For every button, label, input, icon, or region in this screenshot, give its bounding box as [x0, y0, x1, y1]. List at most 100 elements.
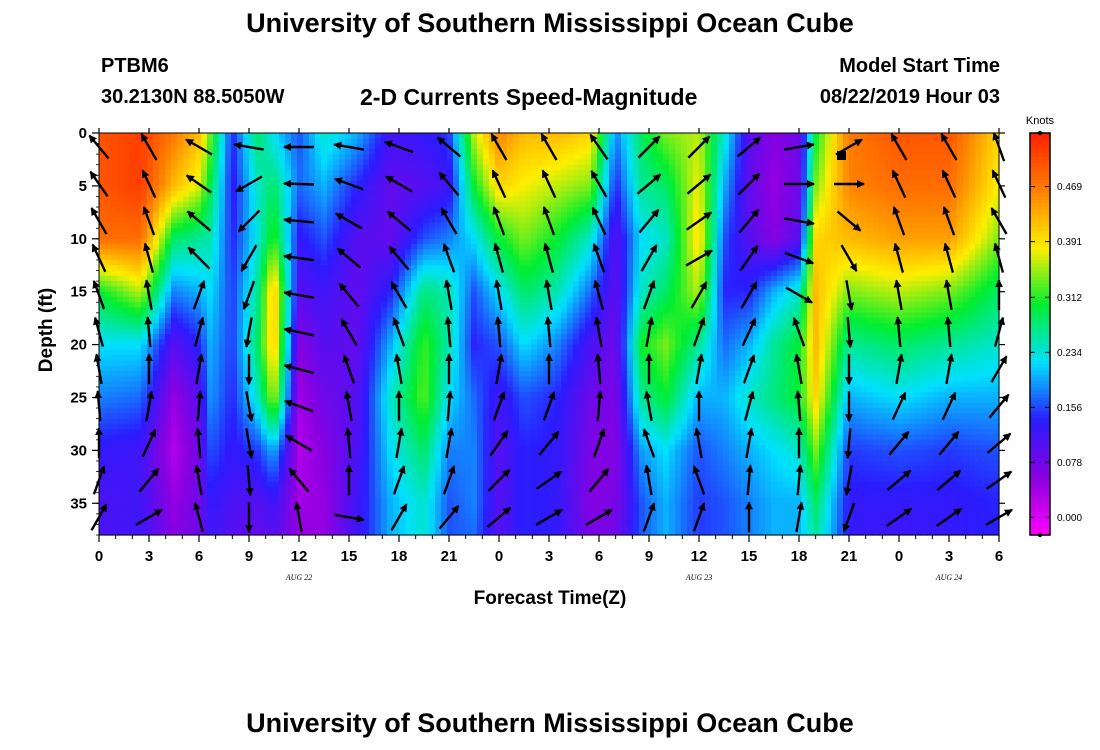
heat-cell	[471, 196, 478, 203]
heat-cell	[357, 365, 364, 372]
heat-cell	[423, 508, 430, 515]
heat-cell	[399, 450, 406, 457]
heat-cell	[345, 270, 352, 277]
heat-cell	[207, 344, 214, 351]
heat-cell	[135, 360, 142, 367]
heat-cell	[189, 519, 196, 526]
heat-cell	[255, 254, 262, 261]
heat-cell	[393, 222, 400, 229]
heat-cell	[351, 154, 358, 161]
heat-cell	[111, 376, 118, 383]
heat-cell	[357, 281, 364, 287]
heat-cell	[339, 471, 346, 478]
heat-cell	[213, 529, 220, 536]
heat-cell	[453, 386, 460, 393]
heat-cell	[447, 138, 454, 145]
heat-cell	[447, 191, 454, 198]
heat-cell	[177, 513, 184, 520]
heat-cell	[165, 476, 172, 483]
heat-cell	[123, 344, 130, 351]
heat-cell	[327, 524, 334, 531]
heat-cell	[423, 524, 430, 531]
heat-cell	[171, 222, 178, 229]
heat-cell	[285, 307, 292, 314]
heat-cell	[117, 212, 124, 219]
heat-cell	[141, 196, 148, 203]
heat-cell	[201, 244, 208, 250]
heat-cell	[393, 191, 400, 198]
heat-cell	[183, 334, 190, 340]
heat-cell	[255, 497, 262, 504]
heat-cell	[117, 519, 124, 526]
heat-cell	[117, 508, 124, 515]
heat-cell	[363, 143, 370, 150]
heat-cell	[345, 233, 352, 240]
heat-cell	[303, 429, 310, 436]
heat-cell	[141, 524, 148, 531]
heat-cell	[237, 191, 244, 198]
heat-cell	[375, 471, 382, 478]
heat-cell	[111, 508, 118, 515]
heat-cell	[285, 492, 292, 499]
heat-cell	[315, 355, 322, 362]
heat-cell	[453, 238, 460, 245]
heat-cell	[489, 402, 496, 409]
heat-cell	[393, 259, 400, 266]
heat-cell	[327, 413, 334, 420]
heat-cell	[417, 148, 424, 155]
heat-cell	[273, 312, 280, 319]
heat-cell	[183, 170, 190, 176]
heat-cell	[453, 323, 460, 330]
heat-cell	[171, 138, 178, 145]
heat-cell	[393, 344, 400, 351]
heat-cell	[489, 307, 496, 314]
heat-cell	[189, 339, 196, 346]
heat-cell	[177, 270, 184, 277]
heat-cell	[411, 376, 418, 383]
heat-cell	[111, 259, 118, 266]
heat-cell	[369, 360, 376, 367]
heat-cell	[273, 513, 280, 520]
heat-cell	[153, 159, 160, 166]
heat-cell	[249, 339, 256, 346]
heat-cell	[483, 455, 490, 462]
heat-cell	[465, 386, 472, 393]
heat-cell	[441, 365, 448, 372]
heat-cell	[285, 170, 292, 176]
heat-cell	[243, 423, 250, 430]
heat-cell	[387, 296, 394, 303]
heat-cell	[309, 487, 316, 494]
heat-cell	[435, 275, 442, 282]
heat-cell	[159, 386, 166, 393]
heat-cell	[171, 254, 178, 261]
heat-cell	[117, 286, 124, 293]
heat-cell	[165, 413, 172, 420]
heat-cell	[375, 349, 382, 356]
heat-cell	[309, 513, 316, 520]
heat-cell	[429, 185, 436, 192]
heat-cell	[261, 397, 268, 404]
heat-cell	[243, 397, 250, 404]
heat-cell	[279, 270, 286, 277]
heat-cell	[213, 386, 220, 393]
heat-cell	[117, 445, 124, 451]
heat-cell	[279, 450, 286, 457]
heat-cell	[303, 466, 310, 473]
heat-cell	[459, 334, 466, 340]
heat-cell	[165, 334, 172, 340]
heat-cell	[423, 434, 430, 441]
heat-cell	[387, 281, 394, 287]
heat-cell	[123, 133, 130, 139]
heat-cell	[99, 217, 106, 224]
heat-cell	[393, 265, 400, 272]
heat-cell	[369, 318, 376, 325]
heat-cell	[381, 519, 388, 526]
heat-cell	[111, 217, 118, 224]
heat-cell	[273, 238, 280, 245]
heat-cell	[105, 133, 112, 139]
heat-cell	[489, 222, 496, 229]
heat-cell	[339, 355, 346, 362]
heat-cell	[183, 439, 190, 446]
heat-cell	[357, 355, 364, 362]
heat-cell	[141, 360, 148, 367]
